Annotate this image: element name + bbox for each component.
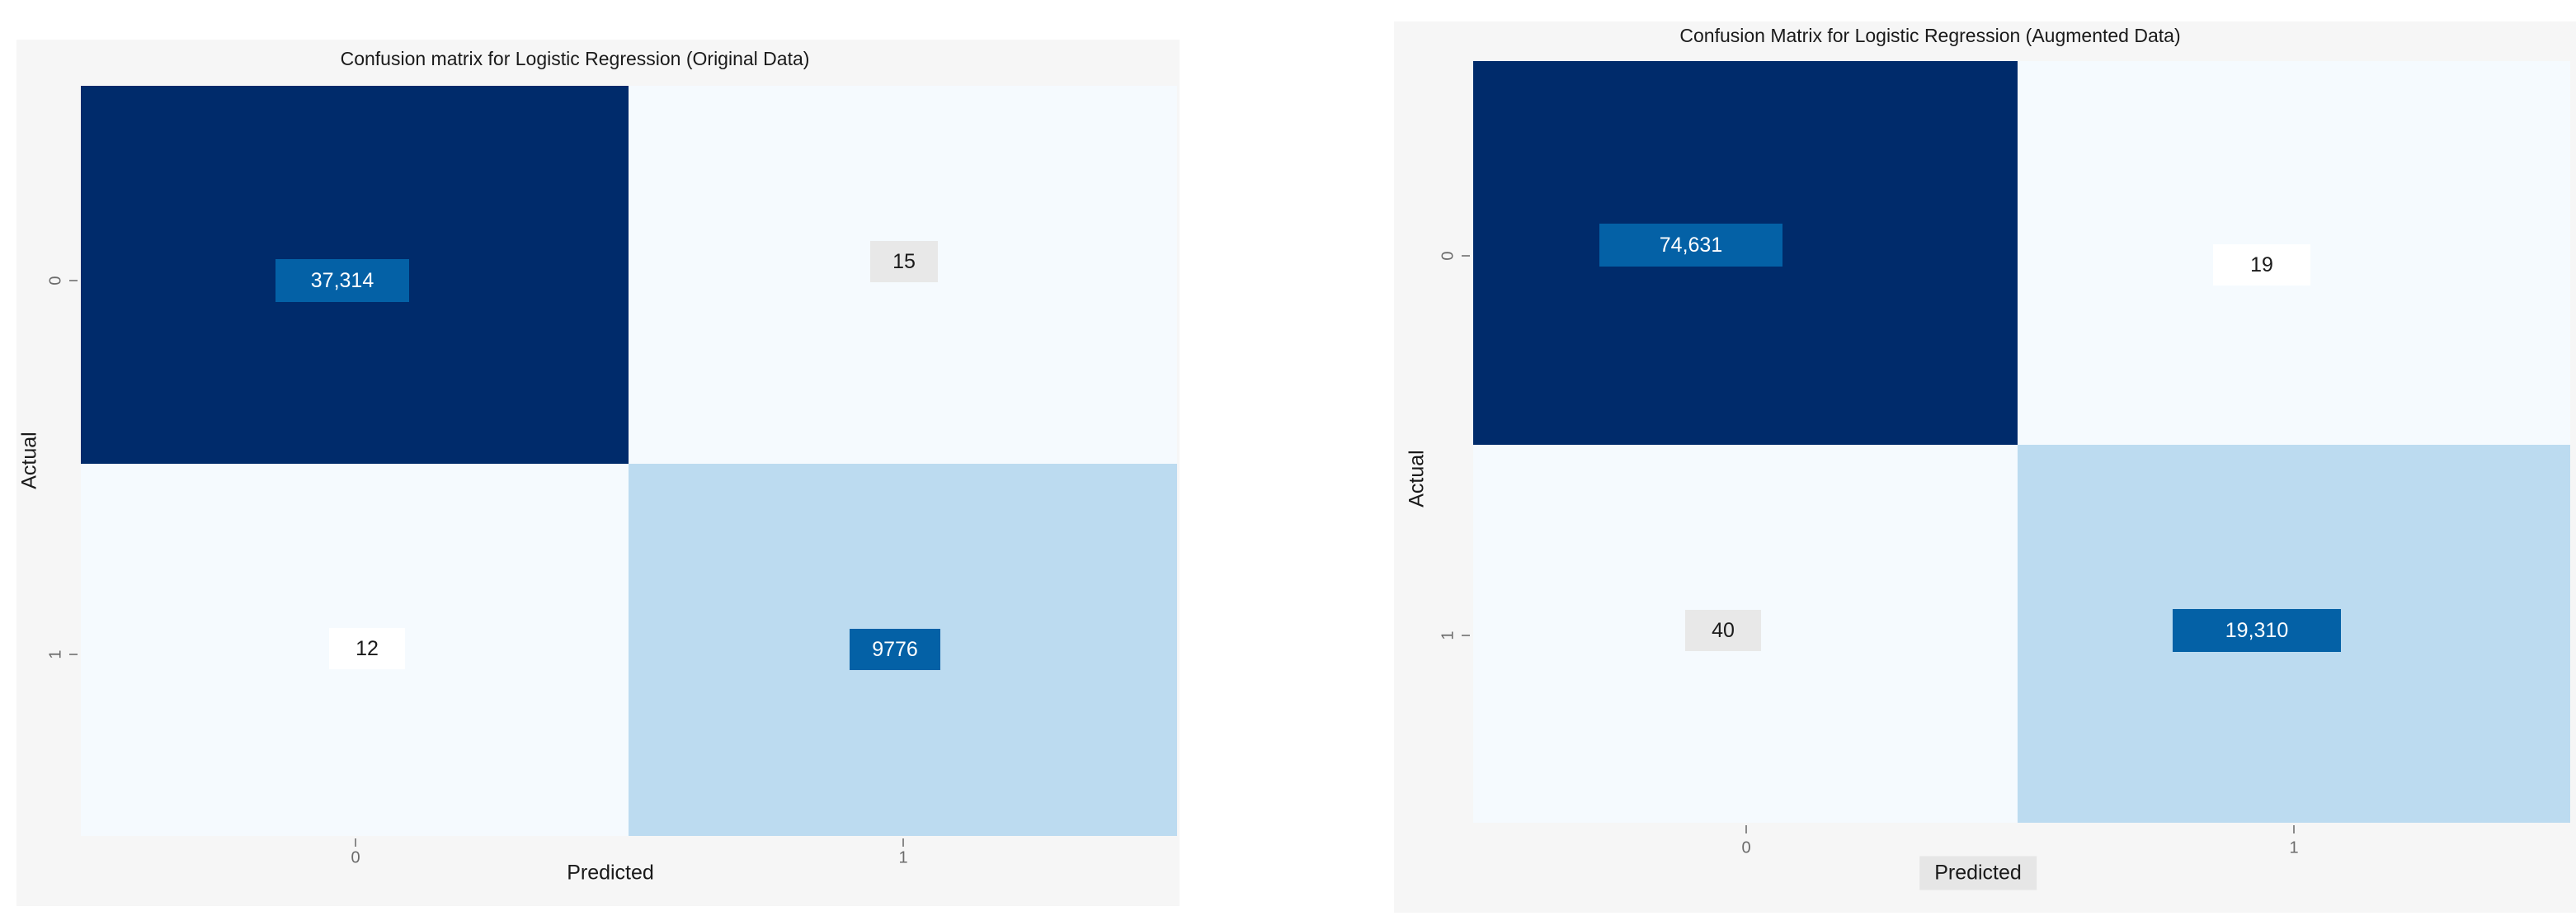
cell-value-1-0: 12 [329, 628, 405, 669]
x-tick-label-0: 0 [351, 848, 360, 867]
y-tick-mark-1 [1462, 635, 1470, 636]
cell-value-1-1: 19,310 [2173, 609, 2341, 652]
chart-title: Confusion matrix for Logistic Regression… [340, 48, 810, 69]
y-tick-label-1: 1 [46, 649, 65, 659]
x-tick-mark-0 [355, 838, 356, 847]
y-axis-label: Actual [1405, 450, 1429, 508]
cell-value-0-0: 37,314 [275, 259, 409, 302]
cell-value-0-0: 74,631 [1599, 224, 1782, 267]
x-tick-mark-0 [1745, 825, 1747, 833]
x-axis-label: Predicted [567, 861, 654, 885]
y-tick-label-1: 1 [1439, 630, 1458, 640]
cell-value-1-1: 9776 [850, 629, 940, 670]
y-tick-mark-1 [69, 654, 78, 655]
x-tick-label-0: 0 [1741, 838, 1751, 857]
x-axis-label: Predicted [1919, 856, 2037, 890]
cell-value-0-1: 15 [870, 241, 938, 282]
cell-value-0-1: 19 [2213, 244, 2310, 286]
y-tick-label-0: 0 [1439, 251, 1458, 261]
y-tick-mark-0 [69, 280, 78, 281]
x-tick-mark-1 [2293, 825, 2295, 833]
x-tick-label-1: 1 [898, 848, 908, 867]
chart-title: Confusion Matrix for Logistic Regression… [1679, 25, 2181, 46]
y-tick-mark-0 [1462, 255, 1470, 257]
y-axis-label: Actual [17, 432, 41, 489]
y-tick-label-0: 0 [46, 276, 65, 286]
cell-value-1-0: 40 [1685, 610, 1761, 651]
x-tick-label-1: 1 [2289, 838, 2299, 857]
x-tick-mark-1 [902, 838, 904, 847]
